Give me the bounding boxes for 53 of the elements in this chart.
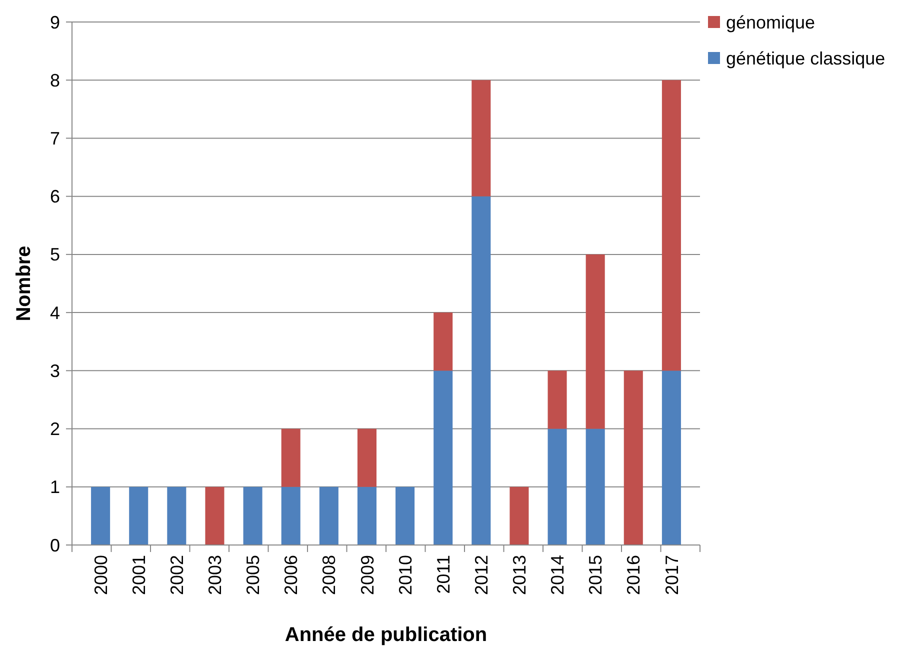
bar: [472, 196, 491, 545]
bar: [434, 370, 453, 545]
bar: [167, 486, 186, 545]
x-tick-label: 2014: [548, 555, 568, 596]
bar: [472, 80, 491, 196]
bar: [396, 486, 415, 545]
bar: [586, 254, 605, 429]
x-tick-label: 2016: [624, 555, 644, 596]
x-tick-label: 2008: [319, 555, 340, 596]
x-tick-label: 2013: [510, 555, 530, 596]
y-tick-label: 4: [50, 302, 60, 323]
y-tick-label: 5: [50, 244, 60, 265]
x-tick-label: 2003: [205, 555, 226, 596]
bar: [586, 428, 605, 545]
y-tick-label: 1: [50, 477, 60, 498]
y-tick-label: 6: [50, 186, 60, 207]
x-tick-label: 2000: [90, 555, 111, 596]
y-tick-label: 9: [50, 12, 60, 32]
x-tick-label: 2011: [433, 555, 454, 594]
bar: [357, 486, 376, 545]
x-tick-label: 2002: [166, 555, 187, 596]
legend-label: génomique: [726, 12, 816, 32]
bar: [434, 312, 453, 371]
bar: [662, 80, 681, 371]
y-tick-label: 3: [50, 360, 60, 381]
x-tick-label: 2012: [471, 555, 492, 596]
x-tick-label: 2017: [662, 555, 682, 596]
bar: [548, 370, 567, 429]
bar: [662, 370, 681, 545]
bar: [281, 428, 300, 487]
bar: [624, 370, 643, 545]
x-tick-label: 2006: [281, 555, 302, 596]
x-axis-title: Année de publication: [284, 624, 488, 646]
bar: [243, 486, 262, 545]
x-tick-label: 2001: [128, 555, 149, 596]
x-tick-label: 2015: [586, 555, 606, 596]
bar: [129, 486, 148, 545]
bar: [510, 486, 529, 545]
bar: [91, 486, 110, 545]
bar: [357, 428, 376, 487]
bar: [205, 486, 224, 545]
x-tick-label: 2010: [395, 555, 416, 596]
y-tick-label: 7: [50, 128, 60, 149]
x-tick-label: 2009: [357, 555, 378, 596]
bar: [319, 486, 338, 545]
legend-label: génétique classique: [726, 48, 886, 68]
y-tick-label: 2: [50, 419, 60, 440]
bar: [548, 428, 567, 545]
y-axis-title: Nombre: [13, 246, 35, 322]
bar: [281, 486, 300, 545]
y-tick-label: 8: [50, 70, 60, 90]
y-tick-label: 0: [50, 535, 60, 556]
x-tick-label: 2005: [243, 555, 264, 596]
